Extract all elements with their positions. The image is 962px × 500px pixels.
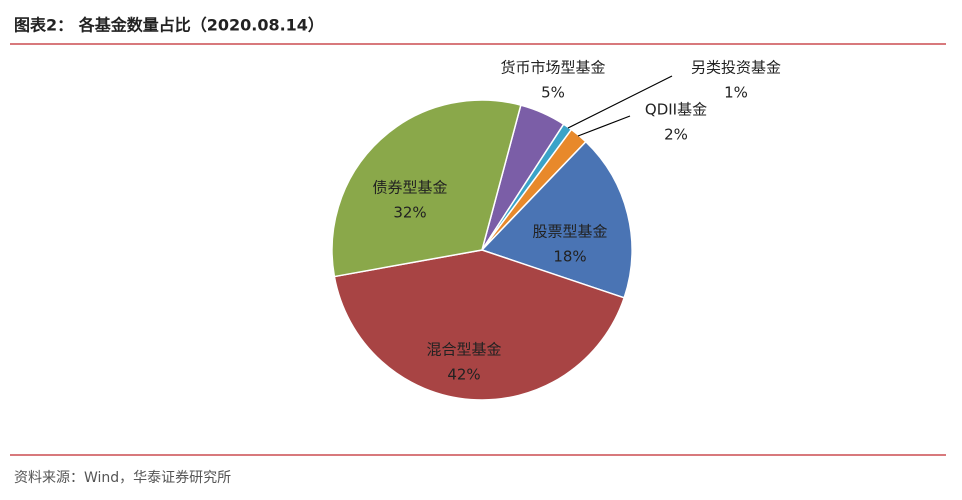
- leader-line: [567, 75, 673, 129]
- slice-value-label: 1%: [724, 84, 748, 102]
- slice-label: 混合型基金: [426, 341, 501, 359]
- pie-slice: [333, 249, 626, 401]
- slice-value-label: 2%: [664, 126, 688, 144]
- slice-value-label: 32%: [393, 204, 426, 222]
- slice-value-label: 5%: [541, 84, 565, 102]
- slice-value-label: 42%: [447, 366, 480, 384]
- slice-value-label: 18%: [553, 248, 586, 266]
- slice-label: 股票型基金: [532, 223, 607, 241]
- pie-slice: [480, 140, 633, 299]
- source-note: 资料来源：Wind，华泰证券研究所: [14, 470, 231, 486]
- pie-slice: [331, 99, 522, 278]
- leader-line: [577, 115, 631, 137]
- slice-label: QDII基金: [645, 101, 707, 119]
- slice-label: 货币市场型基金: [500, 59, 605, 77]
- chart-title: 图表2： 各基金数量占比（2020.08.14）: [14, 16, 324, 35]
- slice-label: 债券型基金: [372, 179, 447, 197]
- slice-label: 另类投资基金: [691, 59, 781, 77]
